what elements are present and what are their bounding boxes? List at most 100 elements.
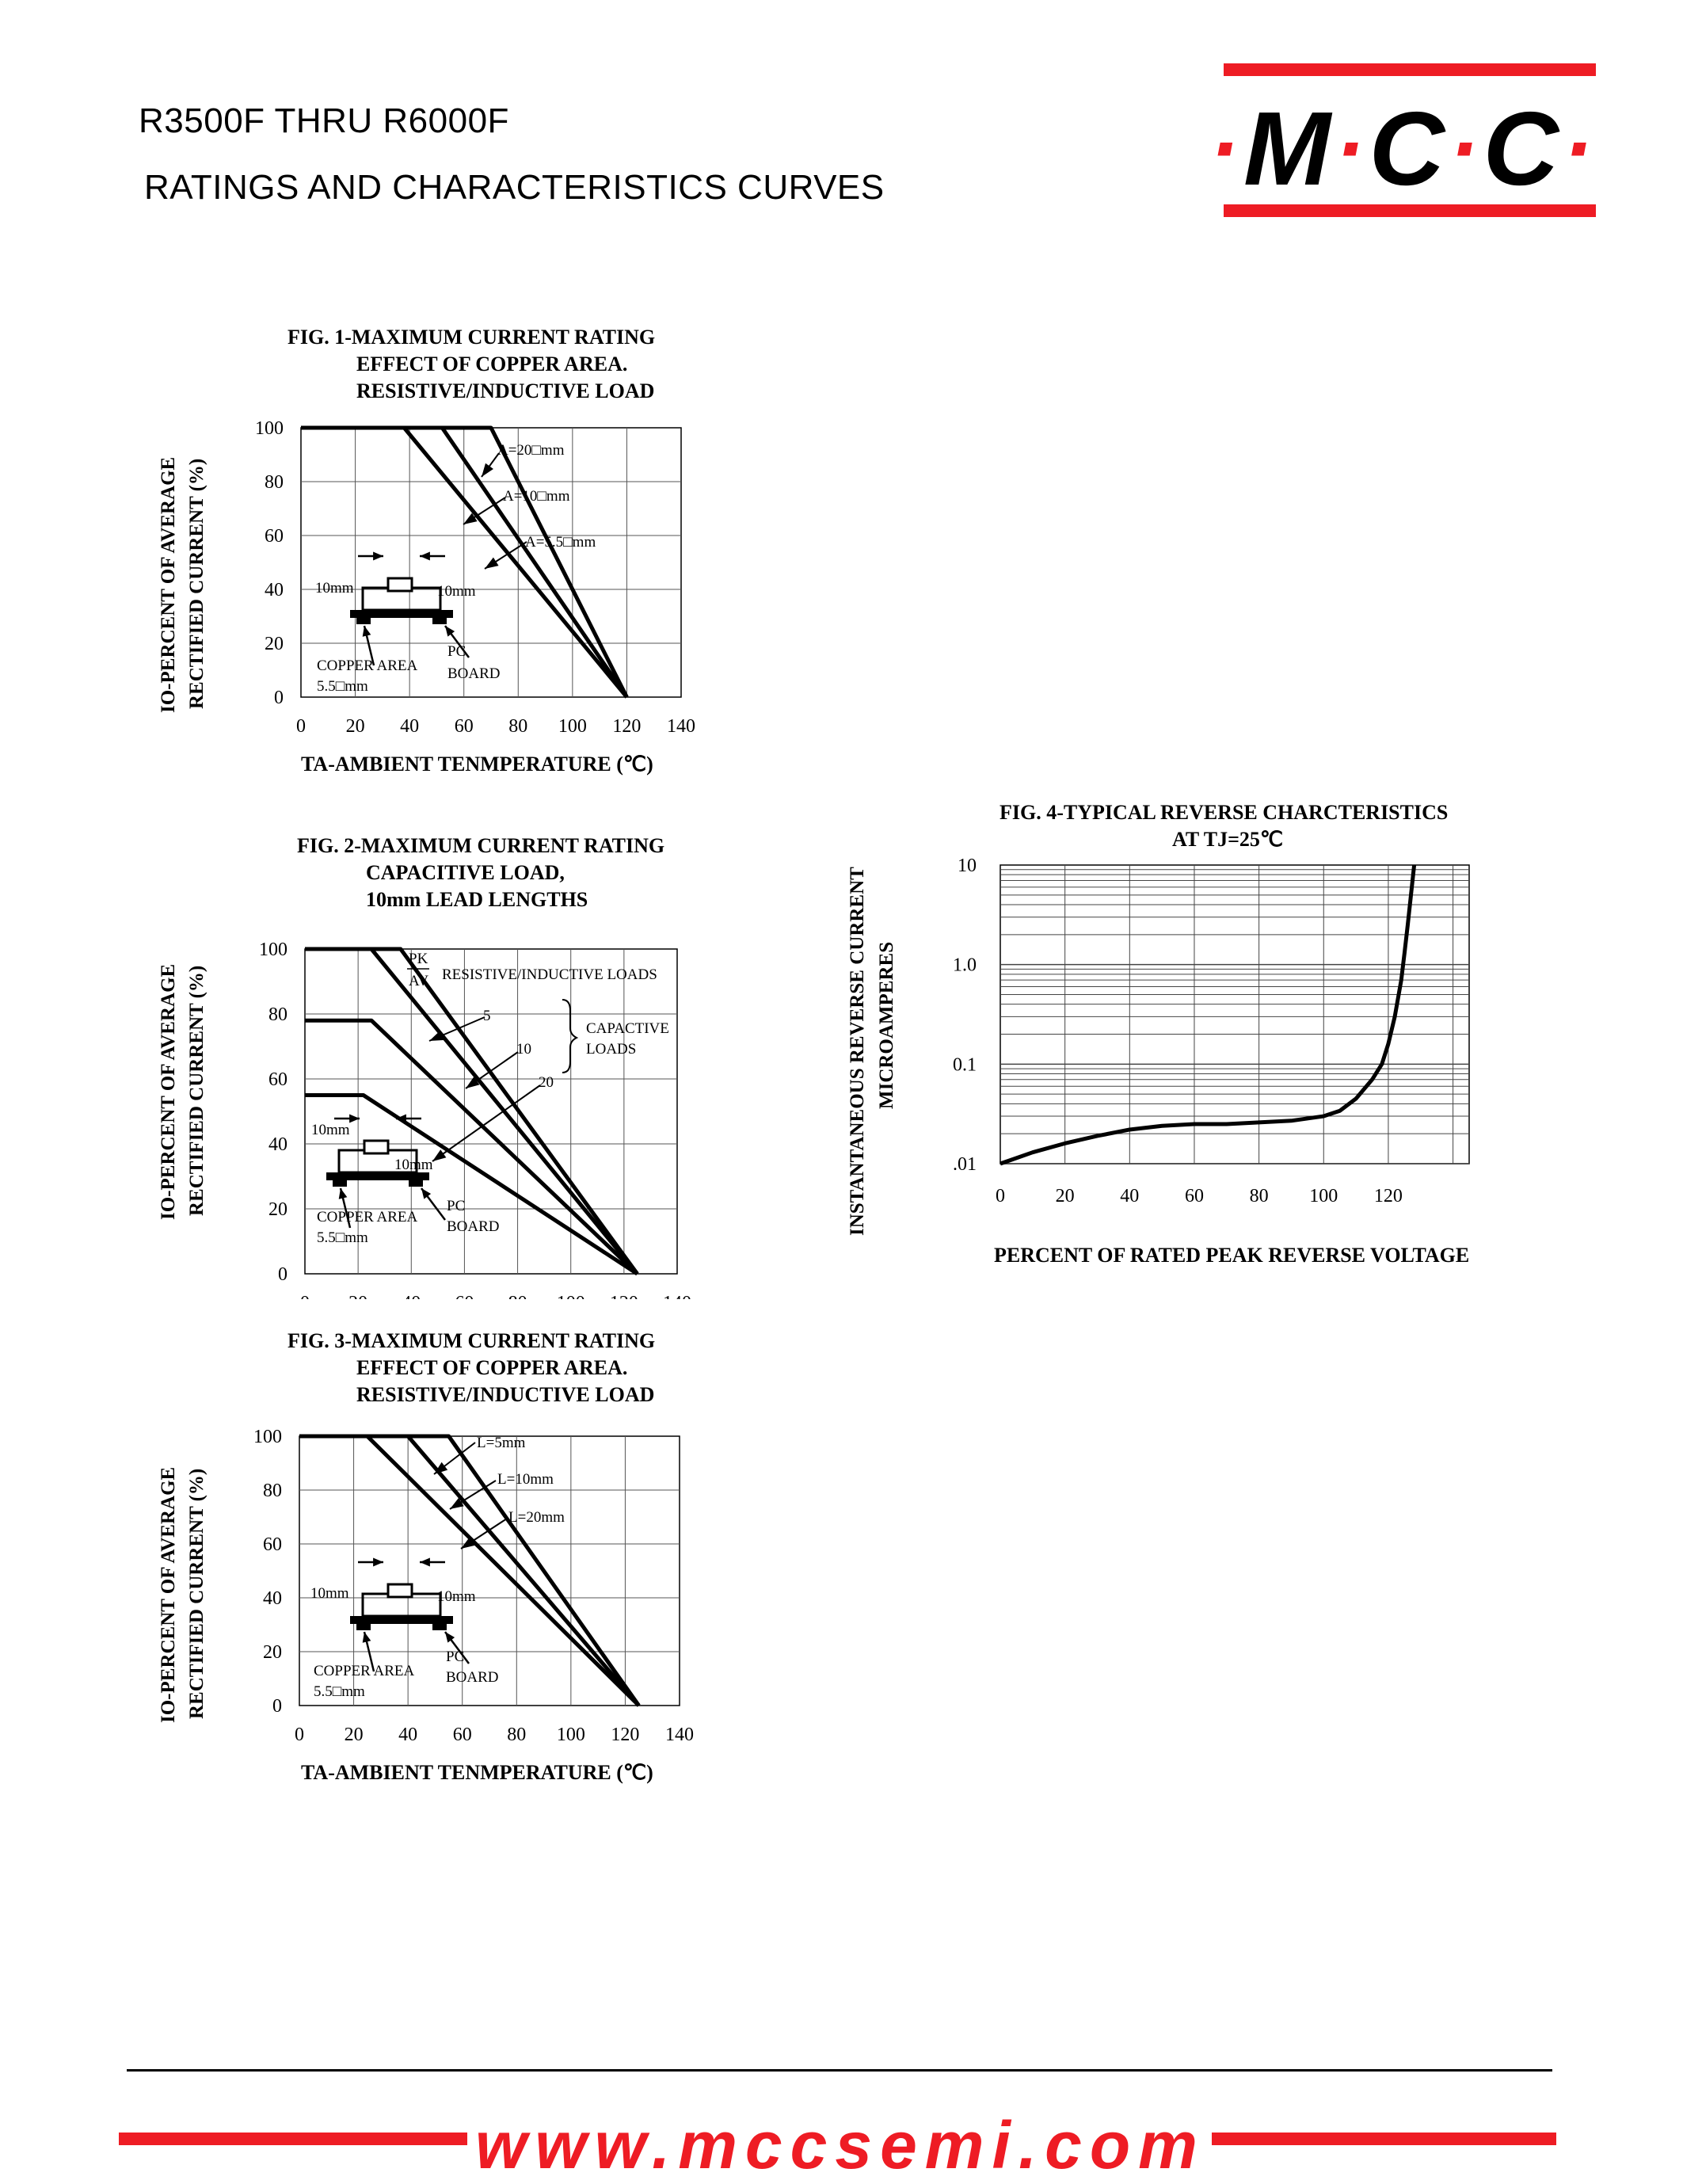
fig2-ytick: 80 <box>268 1004 287 1025</box>
fig2-ann-resistive: RESISTIVE/INDUCTIVE LOADS <box>442 966 657 983</box>
fig1-pointer-a20-head <box>482 463 493 477</box>
fig3-xtick: 60 <box>453 1725 472 1745</box>
fig4-frame <box>1000 864 1470 1164</box>
fig4-xtick: 0 <box>996 1186 1005 1206</box>
fig3-dim-arrow-right-head <box>420 1557 430 1567</box>
fig3-xtick: 0 <box>295 1725 304 1745</box>
logo-letter-c2: C <box>1483 90 1560 207</box>
fig2-xtick: 40 <box>402 1293 421 1299</box>
fig1-ann-a10: A=10□mm <box>503 488 570 505</box>
fig1-ann-board: BOARD <box>447 665 501 682</box>
fig3-ylabel-line2: RECTIFIED CURRENT (%) <box>186 1469 208 1719</box>
mcc-logo: · M · C · C · <box>1209 90 1594 207</box>
fig3-pc-arrow-head <box>445 1632 455 1643</box>
fig3-ytick: 0 <box>272 1696 282 1717</box>
fig2-board-diagram <box>326 1114 446 1229</box>
fig3-series-2 <box>299 1434 641 1707</box>
fig1-lines <box>301 425 629 699</box>
fig2-title: FIG. 2-MAXIMUM CURRENT RATING CAPACITIVE… <box>297 834 664 911</box>
fig2-ann-loads: LOADS <box>586 1041 636 1058</box>
fig1-xtick: 120 <box>612 716 641 737</box>
fig2-title-line2: CAPACITIVE LOAD, <box>366 861 565 884</box>
fig1-ytick: 60 <box>265 526 284 547</box>
fig1-xtick: 140 <box>667 716 695 737</box>
fig2-ann-10: 10 <box>516 1041 531 1058</box>
logo-top-bar <box>1224 63 1596 76</box>
fig3-ann-10mm-right: 10mm <box>437 1588 476 1605</box>
fig4-xtick: 100 <box>1309 1186 1338 1206</box>
fig1-ytick: 20 <box>265 634 284 654</box>
fig3-copper-arrow-head <box>362 1632 371 1643</box>
doc-subtitle: RATINGS AND CHARACTERISTICS CURVES <box>144 168 885 207</box>
fig2-lines <box>305 947 639 1276</box>
fig1-ann-copper-area: 5.5□mm <box>317 678 368 695</box>
fig2-annotations: PK AV RESISTIVE/INDUCTIVE LOADS 5 10 20 … <box>311 951 669 1246</box>
fig2-ytick: 100 <box>259 940 287 960</box>
fig2-ann-10mm-left: 10mm <box>311 1122 350 1138</box>
fig2-ytick: 40 <box>268 1134 287 1155</box>
fig2-ann-board: BOARD <box>447 1218 500 1235</box>
fig3-lines <box>299 1434 641 1707</box>
fig1-pc-board <box>350 610 453 618</box>
fig4-xtick: 60 <box>1185 1186 1204 1206</box>
fig4-series-0 <box>1000 864 1417 1166</box>
fig4-grid <box>1000 864 1470 1164</box>
fig2-copper-pad-right <box>409 1180 423 1187</box>
fig4-ylabel-line1: INSTANTANEOUS REVERSE CURRENT <box>847 867 868 1236</box>
fig1-title-line2: EFFECT OF COPPER AREA. <box>356 353 627 375</box>
fig4-xlabel: PERCENT OF RATED PEAK REVERSE VOLTAGE <box>994 1244 1469 1267</box>
fig2-title-line3: 10mm LEAD LENGTHS <box>366 888 588 911</box>
fig2-pointer-20 <box>432 1084 541 1162</box>
fig4-xtick: 20 <box>1056 1186 1075 1206</box>
fig2-ann-pk: PK <box>409 951 428 967</box>
fig3-board-diagram <box>350 1557 470 1672</box>
fig2-dim-arrow-right-head <box>396 1114 406 1123</box>
fig3-xtick: 120 <box>611 1725 639 1745</box>
fig1-ytick: 40 <box>265 580 284 600</box>
footer-right-bar <box>1212 2133 1556 2145</box>
fig1-ticks: 0 20 40 60 80 100 120 140 0 20 40 60 80 100 <box>255 418 695 737</box>
fig2-ann-5: 5 <box>483 1008 491 1024</box>
fig1-dim-arrow-right-head <box>420 551 430 561</box>
fig1-ytick: 80 <box>265 472 284 493</box>
fig1-grid <box>300 427 682 698</box>
footer-rule <box>127 2069 1552 2072</box>
fig3-ylabel-line1: IO-PERCENT OF AVERAGE <box>158 1467 179 1723</box>
fig2-pointer-5-head <box>429 1031 444 1041</box>
fig2-arrows <box>428 1016 541 1162</box>
footer-website[interactable]: www.mccsemi.com <box>475 2108 1205 2182</box>
fig2-ann-copper: COPPER AREA <box>317 1209 418 1225</box>
fig3-xlabel: TA-AMBIENT TENMPERATURE (℃) <box>301 1761 653 1784</box>
fig2-ann-20: 20 <box>539 1074 554 1091</box>
fig2-pc-arrow-head <box>421 1188 432 1199</box>
fig1-ann-10mm-left: 10mm <box>315 580 354 597</box>
fig3-xtick: 80 <box>507 1725 526 1745</box>
fig3-frame <box>299 1435 680 1706</box>
fig1-xtick: 80 <box>508 716 527 737</box>
fig1-board-diagram <box>350 551 470 666</box>
fig3-ann-l10: L=10mm <box>497 1471 554 1488</box>
fig1-pointer-a10-head <box>463 513 478 524</box>
fig2-ytick: 0 <box>278 1264 287 1285</box>
fig3-pointer-l5-head <box>434 1462 448 1474</box>
fig3-ann-board: BOARD <box>446 1669 499 1686</box>
fig2-ytick: 20 <box>268 1199 287 1220</box>
fig1-title: FIG. 1-MAXIMUM CURRENT RATING EFFECT OF … <box>287 326 655 402</box>
fig1-ann-pc: PC <box>447 643 466 660</box>
fig2-copper-arrow-head <box>338 1188 348 1199</box>
fig2-xtick: 140 <box>663 1293 691 1299</box>
fig1-arrows <box>463 452 527 570</box>
fig1-ann-10mm-right: 10mm <box>437 583 476 600</box>
fig3-ytick: 20 <box>263 1642 282 1663</box>
fig2-brace <box>562 999 579 1073</box>
fig3-xtick: 100 <box>557 1725 585 1745</box>
fig3-ann-copper-area: 5.5□mm <box>314 1683 365 1700</box>
fig4-ytick: .01 <box>953 1154 977 1175</box>
doc-title: R3500F THRU R6000F <box>139 101 509 140</box>
fig3-ticks: 0 20 40 60 80 100 120 140 0 20 40 60 80 100 <box>253 1427 694 1745</box>
fig4-ylabel-line2: MICROAMPERES <box>876 942 897 1109</box>
fig3-ytick: 100 <box>253 1427 282 1447</box>
fig1-copper-arrow-head <box>362 626 371 637</box>
fig3-diode-cap <box>386 1583 413 1599</box>
fig2-xtick: 20 <box>348 1293 367 1299</box>
